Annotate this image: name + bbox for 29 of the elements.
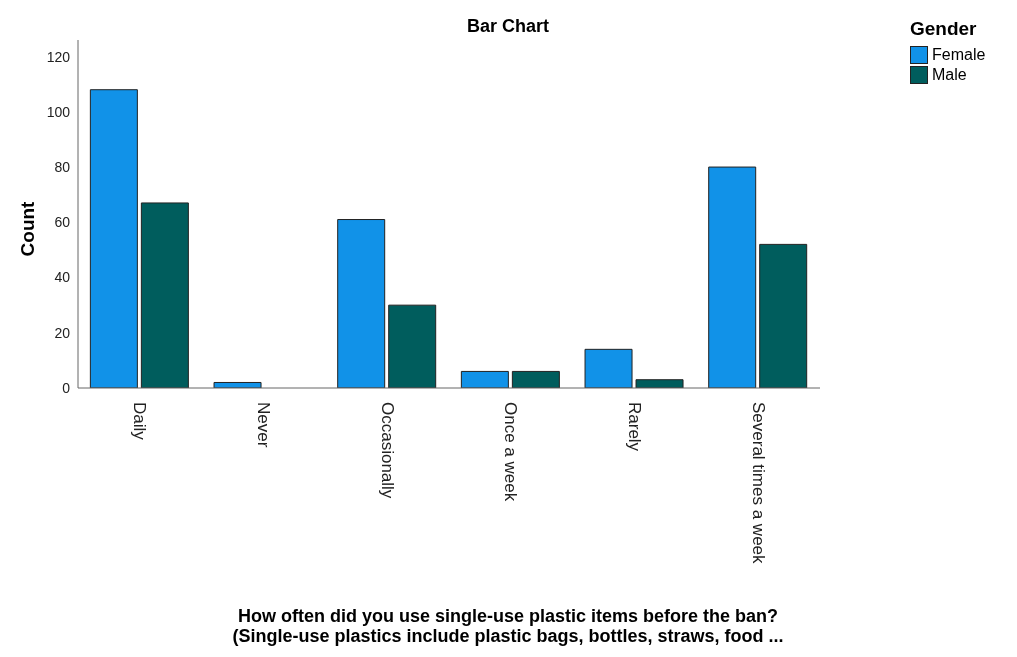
bar — [337, 219, 386, 388]
y-tick-label: 80 — [54, 159, 71, 176]
bar — [511, 370, 560, 388]
x-tick-label: Several times a week — [748, 402, 768, 565]
y-tick-label: 40 — [54, 269, 71, 286]
x-tick-label: Daily — [130, 402, 150, 441]
chart-title: Bar Chart — [466, 16, 550, 36]
x-tick-label: Rarely — [625, 402, 644, 452]
x-tick-label: Once a week — [501, 402, 521, 502]
legend-title: Gender — [910, 18, 978, 40]
legend-label: Male — [931, 66, 968, 84]
y-tick-label: 120 — [46, 48, 71, 65]
bar — [460, 370, 509, 388]
legend-label: Female — [931, 46, 987, 64]
bar — [584, 348, 633, 388]
y-tick-label: 60 — [54, 214, 71, 231]
x-axis-title: How often did you use single-use plastic items before the ban? (Single-use plastics include plastic bags, bottles, straws, food ... — [231, 606, 785, 646]
y-tick-label: 0 — [62, 379, 71, 396]
bar — [635, 379, 684, 388]
bar — [388, 304, 437, 388]
bar — [708, 166, 757, 388]
y-axis-title: Count — [17, 200, 39, 259]
bar — [89, 89, 138, 388]
y-tick-label: 20 — [54, 324, 71, 341]
x-tick-label: Occasionally — [377, 402, 397, 499]
bar — [759, 243, 808, 388]
x-tick-label: Never — [254, 402, 273, 448]
y-tick-label: 100 — [46, 103, 71, 120]
bar — [140, 202, 189, 388]
